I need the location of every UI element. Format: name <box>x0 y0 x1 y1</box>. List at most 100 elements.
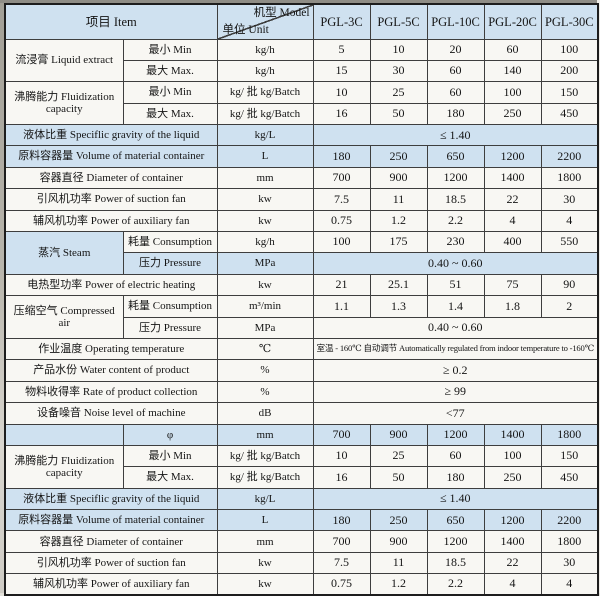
spec-row: 压缩空气 Compressed air 耗量 Consumption m³/min 1… <box>4 295 599 339</box>
value-cell: 30 <box>540 551 599 575</box>
value-cell: 11 <box>369 551 428 575</box>
value-cell: 100 <box>483 444 542 468</box>
row-label-cell: 容器直径 Diameter of container <box>4 166 218 190</box>
spec-table-body: 流浸膏 Liquid extract 最小 Min kg/h 5 10 20 60 100 最大… <box>4 38 599 596</box>
value-cell: 150 <box>540 444 599 468</box>
value-cell: 16 <box>312 102 371 126</box>
unit-cell: kw <box>216 551 314 575</box>
unit-cell: mm <box>216 423 314 446</box>
model-header-cell: PGL-5C <box>369 3 428 40</box>
value-cell: 175 <box>369 231 428 254</box>
value-cell: 22 <box>483 551 542 575</box>
value-cell: 250 <box>369 145 428 168</box>
value-cell: 4 <box>540 209 599 233</box>
unit-cell: L <box>216 145 314 168</box>
value-cell: 4 <box>540 573 599 596</box>
value-cell: 1.1 <box>312 295 371 318</box>
value-cell: 650 <box>426 509 485 532</box>
value-cell: 1800 <box>540 166 599 190</box>
value-cell: 180 <box>312 509 371 532</box>
unit-cell: MPa <box>216 252 314 275</box>
unit-cell: kg/L <box>216 124 314 147</box>
value-cell: 60 <box>483 38 542 61</box>
value-cell: 51 <box>426 273 485 297</box>
value-cell: 180 <box>312 145 371 168</box>
group-label-cell: 沸腾能力 Fluidization capacity <box>4 81 124 126</box>
spec-row: 辅风机功率 Power of auxiliary fan kw 0.75 1.2 2.2… <box>4 573 599 596</box>
sub-label-cell: 最小 Min <box>122 81 218 104</box>
value-cell: 0.75 <box>312 573 371 596</box>
unit-cell: dB <box>216 402 314 425</box>
spec-row: 压力 Pressure MPa 0.40 ~ 0.60 <box>5 252 599 275</box>
unit-cell: mm <box>216 166 314 190</box>
row-label-cell: 辅风机功率 Power of auxiliary fan <box>4 209 218 233</box>
row-label-cell: 物料收得率 Rate of product collection <box>4 380 218 404</box>
model-header-cell: PGL-20C <box>483 3 542 40</box>
value-cell: 1.2 <box>369 209 428 233</box>
sub-label-cell: φ <box>122 423 218 446</box>
value-cell: 2200 <box>540 145 599 168</box>
group-label-cell: 压缩空气 Compressed air <box>4 295 124 339</box>
spec-row: 容器直径 Diameter of container mm 700 900 1200 14… <box>4 530 599 553</box>
value-cell: 75 <box>483 273 542 297</box>
value-cell: 400 <box>483 231 542 254</box>
model-header-cell: PGL-30C <box>540 3 599 40</box>
page-edge-top <box>0 0 600 3</box>
diagonal-box: 机型 Model 单位 Unit <box>218 5 313 38</box>
page-edge-shadow <box>0 0 4 593</box>
unit-cell: kw <box>216 273 314 297</box>
spec-row: 电热型功率 Power of electric heating kw 21 25.1 5… <box>4 273 599 297</box>
value-cell: 1200 <box>483 145 542 168</box>
value-cell: 140 <box>483 59 542 83</box>
value-cell: 30 <box>540 188 599 211</box>
value-cell: 250 <box>483 102 542 126</box>
spec-table: 项目 Item 机型 Model 单位 Unit PGL-3C PGL-5C P… <box>4 3 600 596</box>
value-cell: 1200 <box>426 423 485 446</box>
unit-cell: kg/h <box>216 59 314 83</box>
unit-cell: kg/ 批 kg/Batch <box>216 444 314 468</box>
unit-cell: m³/min <box>216 295 314 318</box>
value-cell: 25 <box>369 81 428 104</box>
sub-label-cell: 最大 Max. <box>122 102 218 126</box>
model-axis-label: 机型 Model <box>253 7 310 19</box>
value-cell: 150 <box>540 81 599 104</box>
value-cell: 5 <box>312 38 371 61</box>
value-cell: 1400 <box>483 423 542 446</box>
spec-row: 原料容器量 Volume of material container L 180 25… <box>4 145 599 168</box>
spec-row: 蒸汽 Steam 耗量 Consumption kg/h 100 175 230 400 55… <box>4 231 599 275</box>
sub-label-cell: 最小 Min <box>122 444 218 468</box>
header-row: 项目 Item 机型 Model 单位 Unit PGL-3C PGL-5C P… <box>4 3 599 40</box>
group-label-cell: 沸腾能力 Fluidization capacity <box>4 444 124 489</box>
value-cell: 90 <box>540 273 599 297</box>
spec-row: 压力 Pressure MPa 0.40 ~ 0.60 <box>5 316 599 339</box>
value-cell: 0.75 <box>312 209 371 233</box>
value-cell: 7.5 <box>312 188 371 211</box>
row-label-cell: 引风机功率 Power of suction fan <box>4 551 218 575</box>
spec-row: 沸腾能力 Fluidization capacity 最小 Min kg/ 批 kg… <box>4 444 599 489</box>
sub-label-cell: 最小 Min <box>122 38 218 61</box>
row-label-cell: 辅风机功率 Power of auxiliary fan <box>4 573 218 596</box>
value-cell: 1.4 <box>426 295 485 318</box>
value-cell: 10 <box>312 444 371 468</box>
corner-item-cell: 项目 Item <box>4 3 218 40</box>
value-cell: 900 <box>369 166 428 190</box>
spec-row: 沸腾能力 Fluidization capacity 最小 Min kg/ 批 kg… <box>4 81 599 126</box>
value-cell: 15 <box>312 59 371 83</box>
value-cell: 1800 <box>540 530 599 553</box>
unit-cell: MPa <box>216 316 314 339</box>
spec-row: 原料容器量 Volume of material container L 180 25… <box>4 509 599 532</box>
spec-row: 容器直径 Diameter of container mm 700 900 1200 14… <box>4 166 599 190</box>
spec-row: 作业温度 Operating temperature ℃ 室温 - 160℃ 自动调… <box>4 337 599 361</box>
unit-cell: kg/L <box>216 487 314 511</box>
value-cell: 2.2 <box>426 209 485 233</box>
unit-cell: kg/ 批 kg/Batch <box>216 81 314 104</box>
value-cell: 30 <box>369 59 428 83</box>
value-cell: 60 <box>426 59 485 83</box>
value-cell: 1800 <box>540 423 599 446</box>
row-label-cell: 电热型功率 Power of electric heating <box>4 273 218 297</box>
value-cell: 1.8 <box>483 295 542 318</box>
unit-cell: kg/ 批 kg/Batch <box>216 466 314 489</box>
row-label-cell: 液体比重 Speciflic gravity of the liquid <box>4 487 218 511</box>
unit-cell: kw <box>216 573 314 596</box>
row-label-cell: 产品水份 Water content of product <box>4 359 218 382</box>
